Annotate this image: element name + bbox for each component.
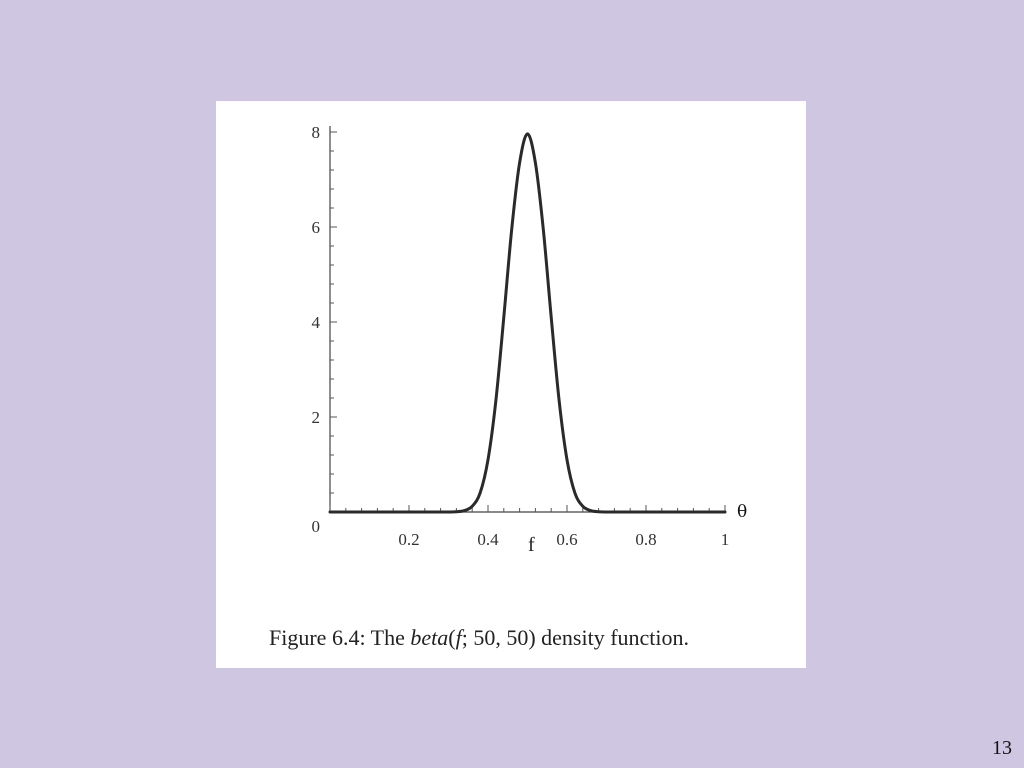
- caption-suffix: density function.: [535, 625, 690, 650]
- x-tick-label: 0.8: [635, 530, 656, 549]
- beta-density-chart: 0.2 0.4 0.6 0.8 1 0 2 4 6 8 f θ: [312, 123, 748, 556]
- density-curve: [328, 132, 727, 514]
- chart-tick-labels: 0.2 0.4 0.6 0.8 1 0 2 4 6 8: [312, 123, 730, 549]
- x-tick-label: 0.4: [477, 530, 499, 549]
- figure-panel: 0.2 0.4 0.6 0.8 1 0 2 4 6 8 f θ Figure 6.4: The b…: [216, 101, 806, 668]
- chart-ticks: [329, 131, 726, 513]
- figure-caption: Figure 6.4: The beta(f; 50, 50) density …: [269, 625, 689, 651]
- x-tick-label: 1: [721, 530, 730, 549]
- caption-func: beta: [410, 625, 449, 650]
- x-tick-label: 0.6: [556, 530, 577, 549]
- x-axis-title: f: [528, 534, 535, 556]
- caption-var: f: [455, 625, 462, 650]
- theta-axis-label: θ: [737, 502, 747, 522]
- y-tick-label: 6: [312, 218, 321, 237]
- y-tick-label: 2: [312, 408, 321, 427]
- y-tick-label: 8: [312, 123, 321, 142]
- x-tick-label: 0.2: [398, 530, 419, 549]
- caption-prefix: Figure 6.4: The: [269, 625, 411, 650]
- slide-number: 13: [992, 737, 1012, 759]
- caption-paren-open: (: [448, 625, 456, 650]
- y-tick-label: 0: [312, 517, 321, 536]
- chart-axes: [329, 126, 725, 513]
- y-tick-label: 4: [312, 313, 321, 332]
- caption-args: ; 50, 50): [461, 625, 536, 650]
